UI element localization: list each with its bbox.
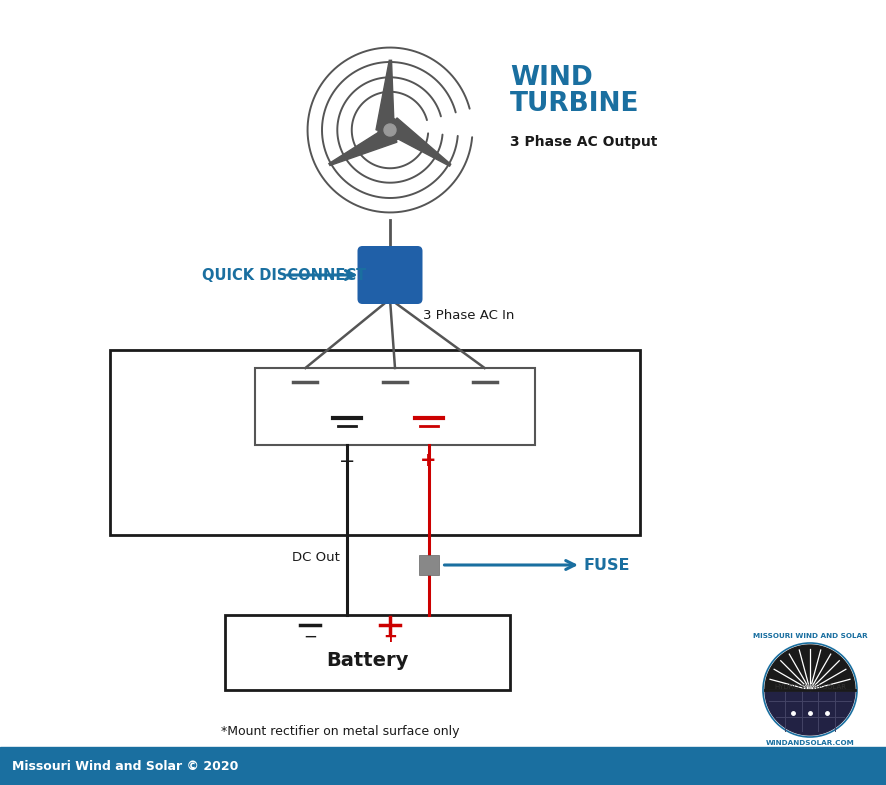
Bar — [255, 368, 535, 445]
Text: −: − — [339, 451, 355, 470]
Bar — [225, 615, 510, 690]
Text: +: + — [384, 628, 397, 646]
Text: QUICK DISCONNECT: QUICK DISCONNECT — [203, 268, 367, 283]
Bar — [110, 350, 640, 535]
Circle shape — [378, 118, 402, 142]
Text: FUSE: FUSE — [445, 557, 630, 572]
Text: −: − — [304, 628, 317, 646]
Polygon shape — [376, 60, 394, 130]
Polygon shape — [765, 645, 855, 690]
Bar — [418, 555, 439, 575]
Text: HYDRO·WIND·SOLAR: HYDRO·WIND·SOLAR — [774, 684, 846, 690]
Polygon shape — [765, 690, 855, 735]
Text: WINDANDSOLAR.COM: WINDANDSOLAR.COM — [766, 740, 854, 746]
Text: Battery: Battery — [326, 651, 408, 670]
Text: 3 Phase AC In: 3 Phase AC In — [424, 309, 515, 322]
Text: Missouri Wind and Solar © 2020: Missouri Wind and Solar © 2020 — [12, 760, 238, 772]
Text: WIND
TURBINE: WIND TURBINE — [510, 65, 640, 117]
Text: MISSOURI WIND AND SOLAR: MISSOURI WIND AND SOLAR — [753, 633, 867, 639]
Polygon shape — [329, 126, 397, 166]
Text: 3 Phase AC Output: 3 Phase AC Output — [510, 135, 657, 149]
Text: *Mount rectifier on metal surface only: *Mount rectifier on metal surface only — [221, 725, 459, 738]
Circle shape — [384, 124, 396, 136]
Text: DC Out: DC Out — [292, 551, 340, 564]
FancyBboxPatch shape — [357, 246, 423, 304]
Text: +: + — [420, 451, 437, 470]
Bar — [0, 747, 886, 785]
Polygon shape — [388, 118, 451, 166]
